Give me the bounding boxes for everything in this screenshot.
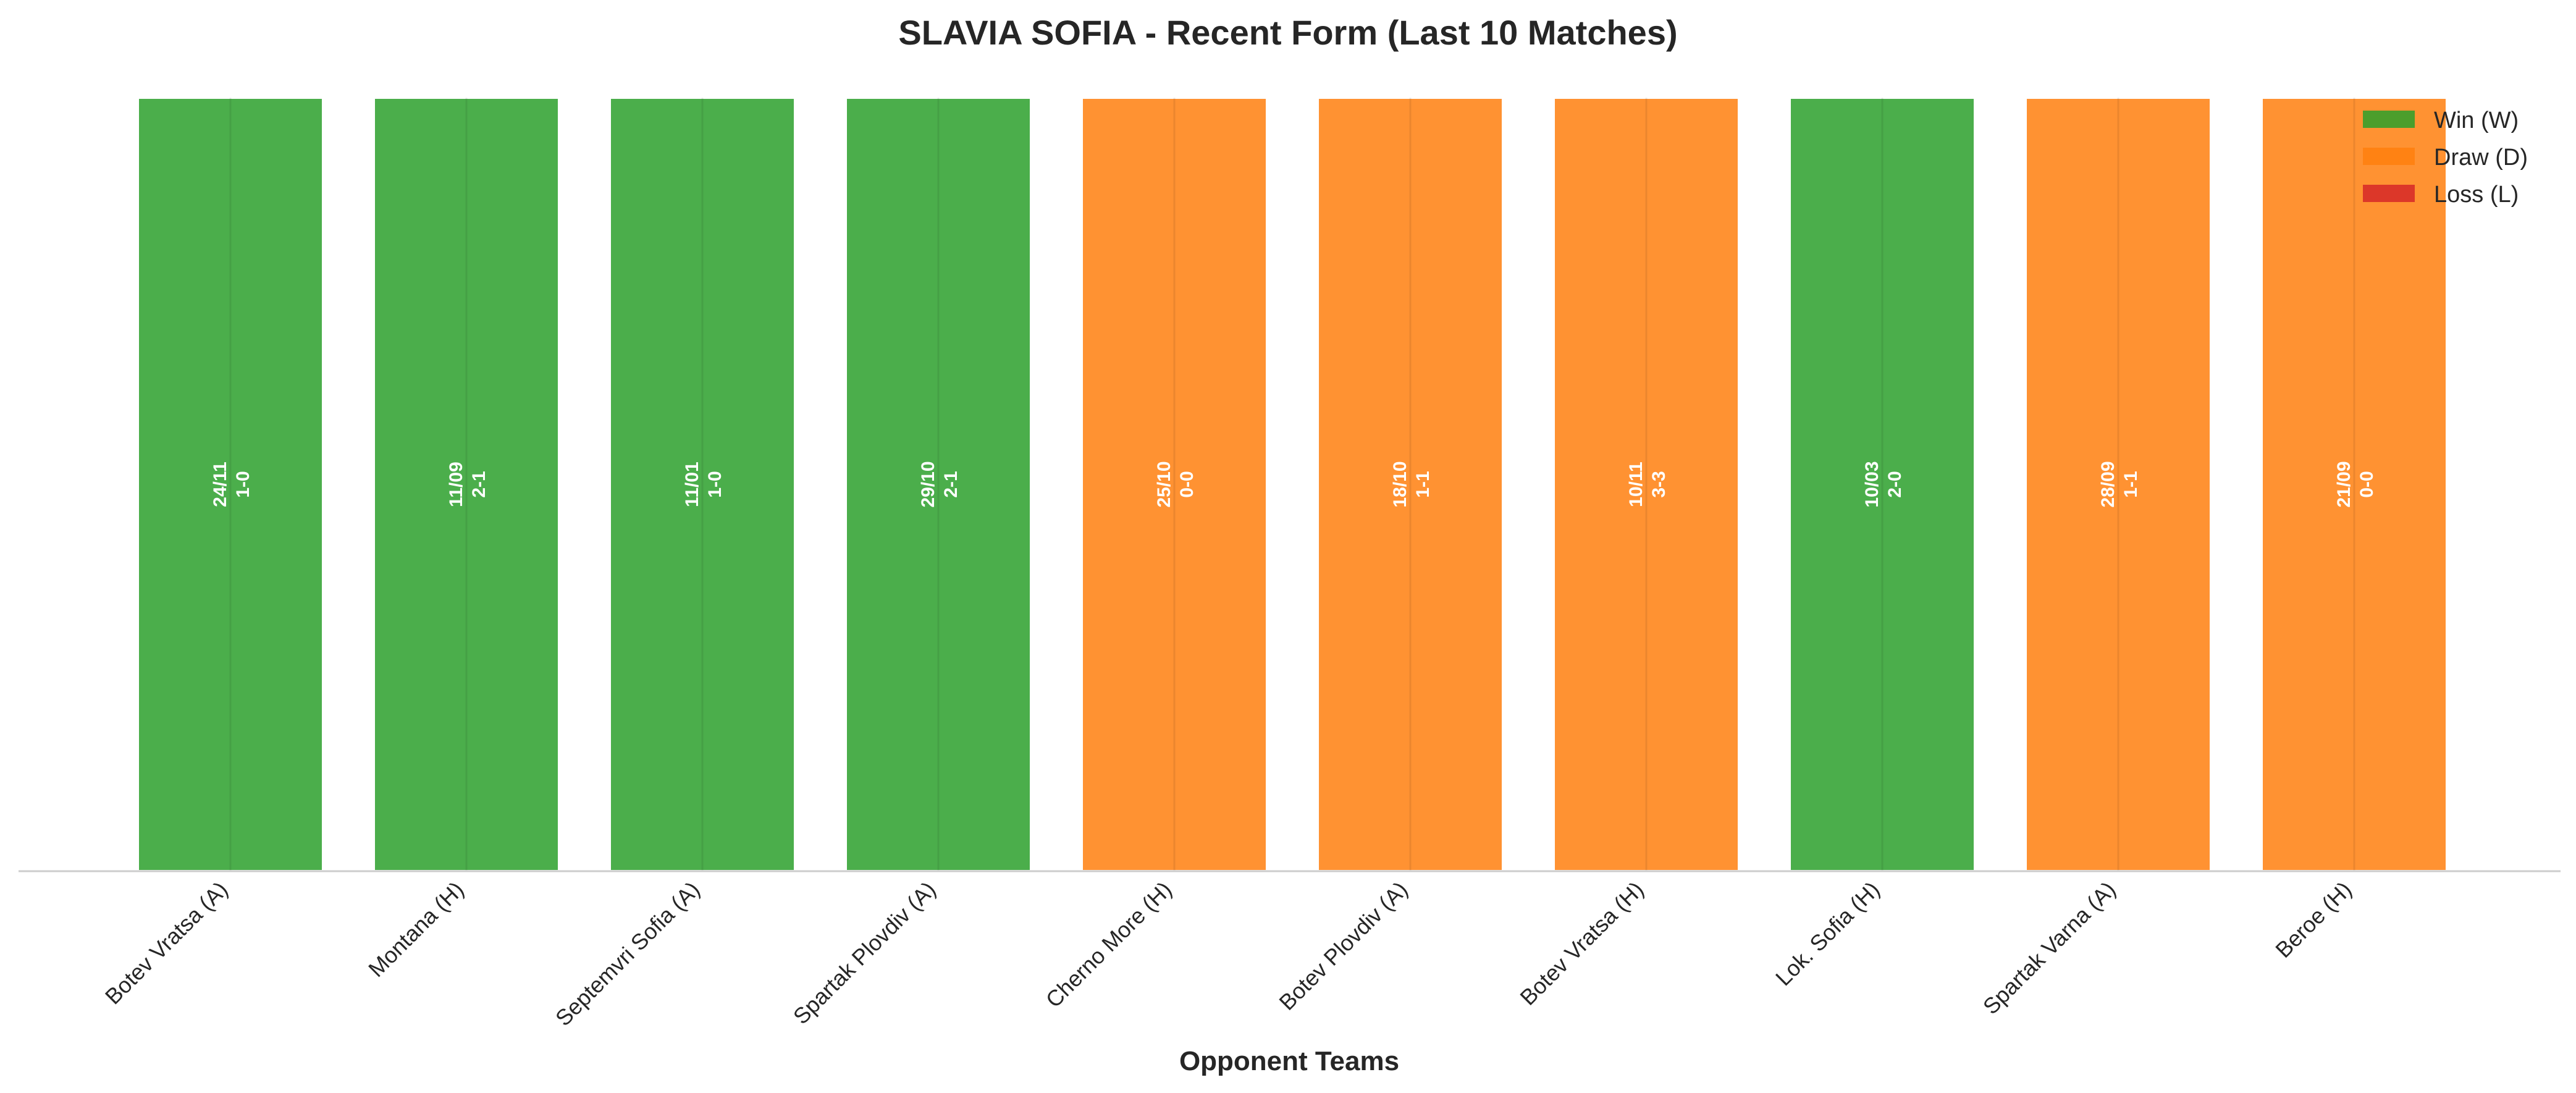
bar-2 [373, 96, 560, 872]
legend-label: Draw (D) [2434, 145, 2528, 171]
x-tick-label: Beroe (H) [2270, 877, 2356, 963]
x-tick-label: Spartak Varna (A) [1978, 877, 2121, 1019]
legend-label: Loss (L) [2434, 182, 2519, 208]
x-tick-label: Botev Vratsa (H) [1515, 877, 1648, 1010]
bar-7 [1552, 96, 1740, 872]
x-tick-label: Spartak Plovdiv (A) [788, 877, 941, 1029]
legend-item-d: Draw (D) [2363, 145, 2528, 171]
bar-data-label: 21/09 0-0 [2334, 461, 2377, 507]
legend-swatch [2363, 185, 2415, 202]
legend-swatch [2363, 148, 2415, 165]
legend-swatch [2363, 111, 2415, 128]
x-tick-labels: Botev Vratsa (A) Montana (H) Septemvri Sof… [100, 877, 2357, 1031]
bar-data-label: 10/03 2-0 [1862, 461, 1905, 507]
x-axis-label: Opponent Teams [1179, 1046, 1399, 1076]
bar-data-label: 24/11 1-0 [210, 462, 253, 507]
bar-5 [1080, 96, 1268, 872]
x-tick-label: Botev Plovdiv (A) [1274, 877, 1412, 1015]
bar-4 [844, 96, 1032, 872]
bar-3 [608, 96, 796, 872]
x-tick-label: Lok. Sofia (H) [1770, 877, 1885, 991]
bar-data-label: 11/09 2-1 [446, 462, 489, 507]
bar-6 [1316, 96, 1504, 872]
legend-item-l: Loss (L) [2363, 182, 2519, 208]
x-tick-label: Botev Vratsa (A) [100, 877, 233, 1010]
bars-layer: 24/11 1-0 11/09 2-1 11/01 1-0 29/10 2-1 25/10 0-0… [137, 96, 2448, 872]
legend-label: Win (W) [2434, 108, 2519, 133]
bar-10 [2260, 96, 2448, 872]
legend-item-w: Win (W) [2363, 108, 2519, 133]
bar-data-label: 11/01 1-0 [682, 462, 725, 507]
x-tick-label: Cherno More (H) [1041, 877, 1177, 1013]
bar-data-label: 29/10 2-1 [918, 461, 961, 507]
bar-data-label: 25/10 0-0 [1154, 461, 1197, 507]
bar-data-label: 18/10 1-1 [1390, 461, 1433, 507]
bar-1 [137, 96, 324, 872]
legend: Win (W) Draw (D) Loss (L) [2363, 108, 2528, 208]
bar-data-label: 10/11 3-3 [1626, 462, 1669, 507]
x-tick-label: Montana (H) [363, 877, 468, 982]
x-tick-label: Septemvri Sofia (A) [550, 877, 705, 1031]
chart-title: SLAVIA SOFIA - Recent Form (Last 10 Matc… [898, 13, 1677, 52]
bar-data-label: 28/09 1-1 [2098, 461, 2141, 507]
